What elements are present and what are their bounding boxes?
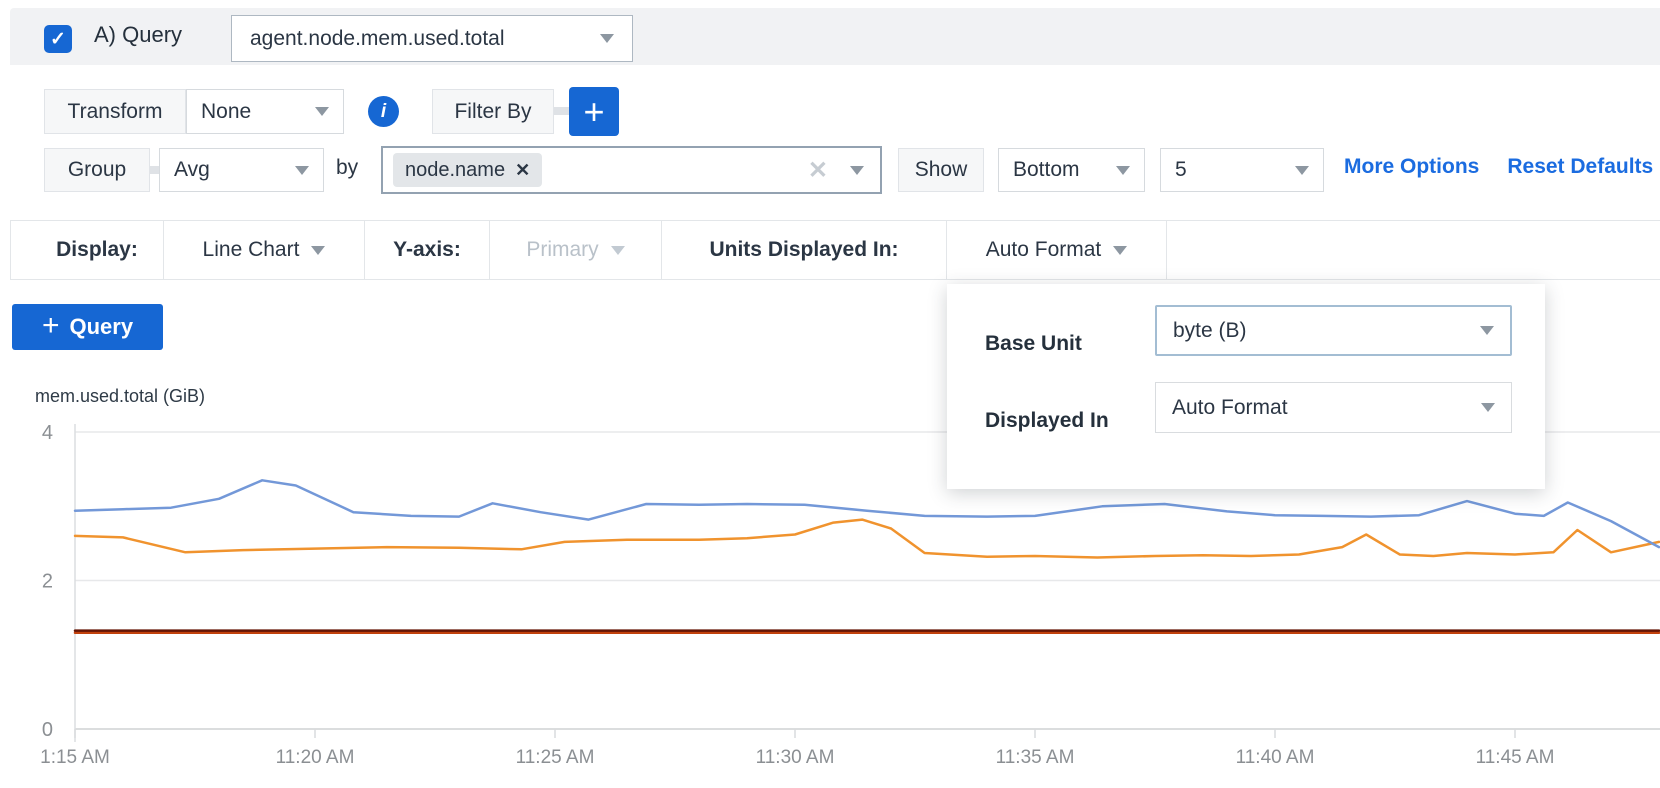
transform-label: Transform [44,89,186,134]
svg-text:4: 4 [42,422,53,444]
query-label: A) Query [94,22,183,47]
base-unit-label: Base Unit [985,332,1082,355]
base-unit-dropdown[interactable]: byte (B) [1155,305,1512,356]
chart-svg: 0 2 4 1:15 AM 11:20 AM 11:25 AM 11:30 AM 11:35 … [40,422,1660,768]
show-direction-value: Bottom [1013,158,1080,181]
svg-text:0: 0 [42,719,53,741]
chevron-down-icon [850,165,864,175]
plus-icon: + [583,90,605,132]
check-icon: ✓ [50,28,66,50]
aggregation-dropdown-value: Avg [174,158,210,181]
svg-text:1:15 AM: 1:15 AM [40,747,110,768]
units-format-value: Auto Format [985,238,1102,261]
group-label: Group [44,148,150,192]
chevron-down-icon [1116,165,1130,175]
svg-text:11:30 AM: 11:30 AM [756,747,835,768]
metric-dropdown[interactable]: agent.node.mem.used.total [231,15,633,62]
show-direction-dropdown[interactable]: Bottom [998,148,1145,192]
transform-dropdown[interactable]: None [186,89,344,134]
plus-icon: + [41,308,60,342]
clear-selection-icon[interactable]: ✕ [807,156,828,184]
units-popover: Base Unit byte (B) Displayed In Auto For… [947,284,1545,489]
chevron-down-icon [1295,165,1309,175]
chart-title: mem.used.total (GiB) [35,386,206,406]
show-count-dropdown[interactable]: 5 [1160,148,1324,192]
svg-text:2: 2 [42,571,53,593]
displayed-in-label: Displayed In [985,409,1109,432]
chevron-down-icon [315,107,329,116]
info-icon[interactable]: i [368,96,399,127]
svg-text:11:25 AM: 11:25 AM [516,747,595,768]
svg-text:11:35 AM: 11:35 AM [996,747,1075,768]
units-format-dropdown[interactable]: Auto Format [947,221,1167,279]
yaxis-dropdown[interactable]: Primary [490,221,662,279]
yaxis-label: Y-axis: [365,221,490,279]
chevron-down-icon [311,245,326,255]
reset-defaults-link[interactable]: Reset Defaults [1507,155,1654,178]
filter-by-label: Filter By [432,89,554,134]
connector [150,166,159,174]
segment-tag: node.name ✕ [393,153,543,187]
svg-text:11:45 AM: 11:45 AM [1476,747,1555,768]
add-filter-button[interactable]: + [569,87,619,136]
aggregation-dropdown[interactable]: Avg [159,148,324,192]
transform-dropdown-value: None [201,99,252,123]
by-label: by [336,156,359,179]
remove-tag-icon[interactable]: ✕ [515,159,531,180]
chevron-down-icon [1113,245,1128,255]
segment-tag-label: node.name [405,158,506,181]
chart-type-value: Line Chart [202,238,300,261]
add-query-button[interactable]: + Query [12,304,163,350]
chevron-down-icon [1480,326,1494,335]
display-options-bar: Display: Line Chart Y-axis: Primary Unit… [10,220,1660,280]
query-enabled-checkbox[interactable]: ✓ [44,25,72,53]
base-unit-value: byte (B) [1173,318,1247,342]
chevron-down-icon [610,245,625,255]
metric-dropdown-value: agent.node.mem.used.total [250,26,505,50]
displayed-in-dropdown[interactable]: Auto Format [1155,382,1512,433]
show-label: Show [898,148,984,192]
query-row: ✓ A) Query agent.node.mem.used.total [10,8,1660,65]
display-label: Display: [31,221,164,279]
svg-text:11:20 AM: 11:20 AM [276,747,355,768]
svg-text:11:40 AM: 11:40 AM [1236,747,1315,768]
displayed-in-value: Auto Format [1172,395,1288,419]
chevron-down-icon [295,165,309,175]
add-query-button-label: Query [69,314,134,339]
chart-type-dropdown[interactable]: Line Chart [164,221,365,279]
units-displayed-label: Units Displayed In: [662,221,947,279]
yaxis-value: Primary [526,238,599,261]
chevron-down-icon [1481,403,1495,412]
chevron-down-icon [600,34,614,43]
show-count-value: 5 [1175,158,1187,181]
group-by-multiselect[interactable]: node.name ✕ ✕ [381,146,882,194]
connector [554,107,569,115]
more-options-link[interactable]: More Options [1344,155,1480,178]
